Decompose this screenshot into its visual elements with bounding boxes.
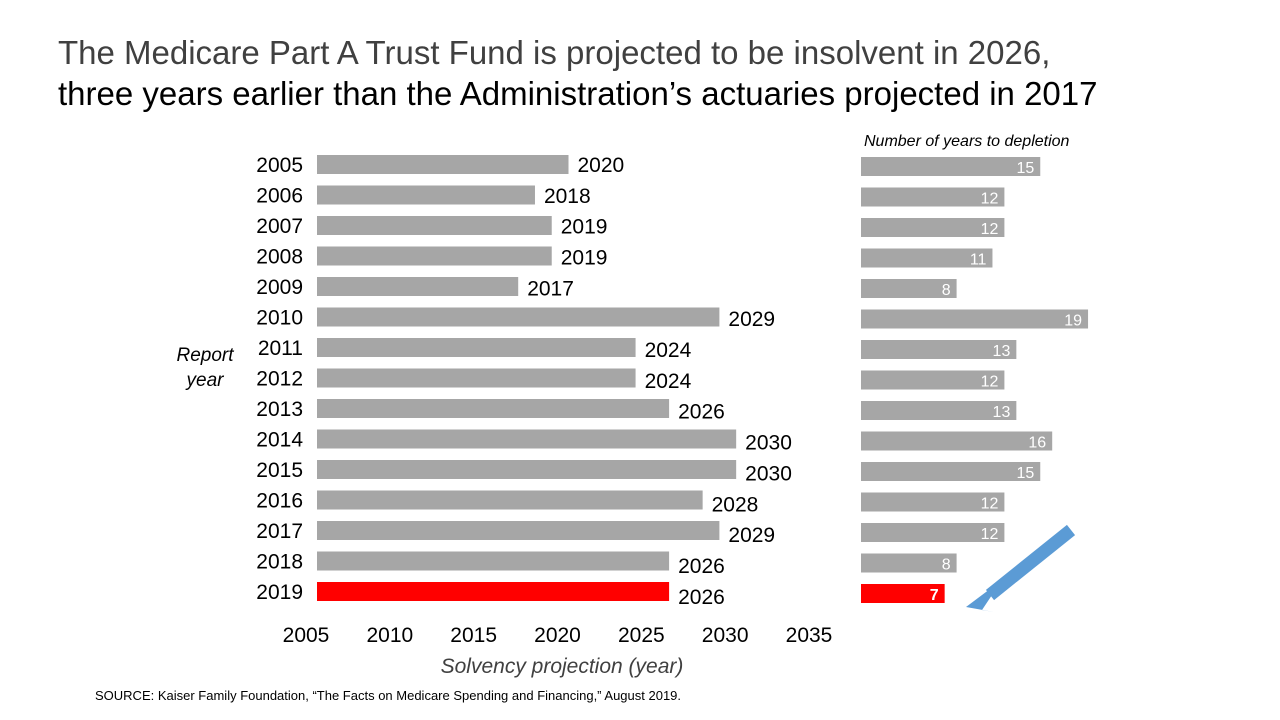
x-tick-label: 2020 — [534, 624, 581, 647]
depletion-bar — [861, 492, 1005, 512]
depletion-bar — [861, 431, 1053, 451]
depletion-bar — [861, 340, 1017, 359]
report-year-label: 2012 — [256, 368, 303, 391]
bar — [317, 338, 636, 357]
report-year-label: 2006 — [256, 185, 303, 208]
x-axis-label: Solvency projection (year) — [441, 655, 684, 678]
report-year-label: 2005 — [256, 154, 303, 177]
bar — [317, 551, 670, 571]
bar-value-label: 2024 — [645, 339, 692, 362]
bar — [317, 185, 535, 205]
bar-value-label: 2019 — [561, 216, 608, 239]
report-year-label: 2015 — [256, 459, 303, 482]
bar — [317, 460, 737, 479]
depletion-bar — [861, 370, 1005, 390]
bar — [317, 429, 737, 449]
report-year-label: 2013 — [256, 398, 303, 421]
x-tick-label: 2005 — [283, 624, 330, 647]
depletion-bar — [861, 187, 1005, 207]
bar — [317, 399, 670, 418]
bar-value-label: 2026 — [678, 586, 725, 609]
depletion-value-label: 12 — [981, 191, 999, 208]
report-year-label: 2011 — [258, 337, 303, 360]
chart-title: The Medicare Part A Trust Fund is projec… — [58, 32, 1258, 114]
bar — [317, 216, 552, 235]
depletion-value-label: 13 — [993, 343, 1011, 360]
x-tick-label: 2015 — [450, 624, 497, 647]
report-year-label: 2010 — [256, 307, 303, 330]
bar — [317, 521, 720, 540]
depletion-value-label: 16 — [1028, 435, 1046, 452]
x-tick-label: 2030 — [702, 624, 749, 647]
bar-value-label: 2020 — [578, 154, 625, 177]
bar — [317, 246, 552, 266]
depletion-bar — [861, 218, 1005, 237]
bar-value-label: 2026 — [678, 555, 725, 578]
report-year-label: 2018 — [256, 551, 303, 574]
report-year-label: 2016 — [256, 490, 303, 513]
bar-highlight — [317, 582, 670, 601]
depletion-bar — [861, 279, 957, 298]
title-line-2: three years earlier than the Administrat… — [58, 75, 1098, 112]
depletion-bar — [861, 523, 1005, 542]
depletion-value-label: 8 — [942, 557, 951, 574]
depletion-bar — [861, 462, 1041, 481]
report-year-label: 2014 — [256, 429, 303, 452]
report-year-label: 2008 — [256, 246, 303, 269]
bar-value-label: 2028 — [712, 493, 759, 516]
bar — [317, 490, 703, 510]
x-tick-label: 2025 — [618, 624, 665, 647]
depletion-value-label: 15 — [1016, 465, 1034, 482]
bar — [317, 368, 636, 388]
side-chart-title: Number of years to depletion — [864, 133, 1070, 150]
bar-value-label: 2018 — [544, 185, 591, 208]
bar — [317, 155, 569, 174]
bar-value-label: 2030 — [745, 462, 792, 485]
y-axis-label-line-2: year — [185, 370, 225, 391]
depletion-value-label: 12 — [981, 526, 999, 543]
depletion-value-label: 15 — [1016, 160, 1034, 177]
bar-value-label: 2030 — [745, 432, 792, 455]
depletion-bar — [861, 157, 1041, 176]
depletion-value-label: 11 — [970, 252, 987, 269]
solvency-projection-chart: 2005 2020 2006 2018 2007 2019 2008 2019 2009 2017… — [176, 154, 832, 678]
report-year-label: 2007 — [256, 215, 303, 238]
arrow-icon — [966, 524, 1076, 612]
depletion-bar — [861, 309, 1089, 329]
depletion-value-label: 8 — [942, 282, 951, 299]
bar-value-label: 2026 — [678, 401, 725, 424]
x-tick-label: 2010 — [366, 624, 413, 647]
arrow-head — [966, 580, 1002, 612]
depletion-value-label: 19 — [1064, 313, 1082, 330]
depletion-value-label: 13 — [993, 404, 1011, 421]
bar-value-label: 2024 — [645, 370, 692, 393]
report-year-label: 2017 — [256, 520, 303, 543]
source-note: SOURCE: Kaiser Family Foundation, “The F… — [95, 688, 682, 703]
depletion-value-label: 12 — [981, 496, 999, 513]
report-year-label: 2009 — [256, 276, 303, 299]
report-year-label: 2019 — [256, 581, 303, 604]
bar-value-label: 2019 — [561, 247, 608, 270]
title-line-1: The Medicare Part A Trust Fund is projec… — [58, 34, 1051, 71]
years-to-depletion-chart: Number of years to depletion 15 12 12 11 8 19 1… — [861, 133, 1089, 604]
bar — [317, 307, 720, 327]
depletion-bar-highlight — [861, 584, 945, 603]
depletion-bar — [861, 401, 1017, 420]
bar-value-label: 2029 — [728, 524, 775, 547]
y-axis-label-line-1: Report — [176, 345, 234, 366]
depletion-bar — [861, 248, 993, 268]
bar-value-label: 2029 — [728, 308, 775, 331]
bar — [317, 277, 519, 296]
depletion-value-label: 7 — [930, 587, 939, 604]
depletion-value-label: 12 — [981, 221, 999, 238]
depletion-bar — [861, 553, 957, 573]
arrow-shaft — [985, 524, 1076, 601]
depletion-value-label: 12 — [981, 374, 999, 391]
bar-value-label: 2017 — [527, 277, 574, 300]
x-tick-label: 2035 — [786, 624, 833, 647]
